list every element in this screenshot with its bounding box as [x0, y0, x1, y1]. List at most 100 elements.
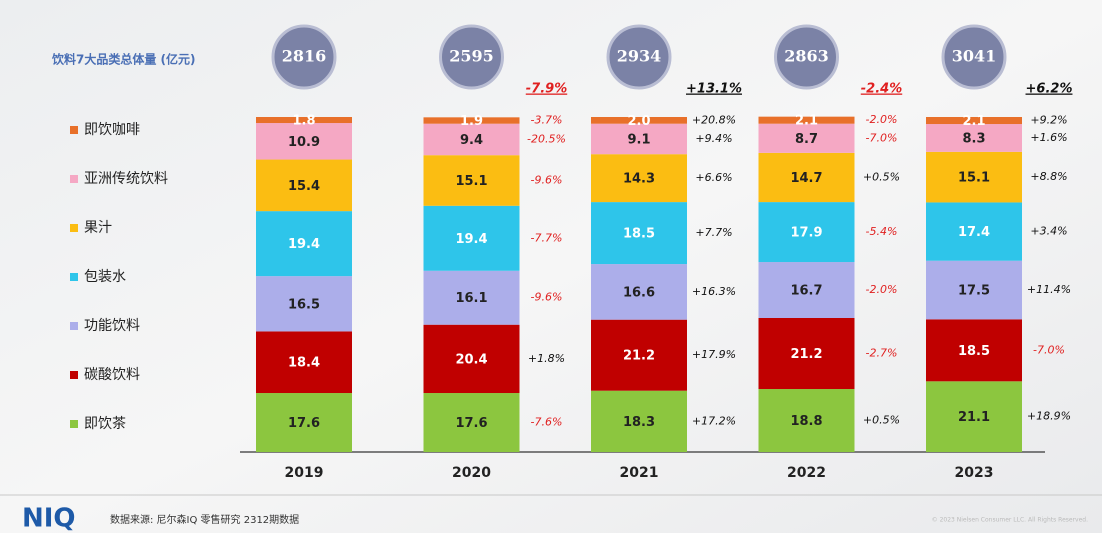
data-label: 16.1 [455, 291, 487, 306]
legend-label: 亚洲传统饮料 [84, 171, 168, 187]
total-label: 3041 [952, 47, 997, 66]
total-bubble [774, 24, 839, 90]
growth-label: +17.2% [692, 414, 736, 427]
growth-label: +0.5% [863, 414, 900, 427]
bar-segment [758, 389, 855, 452]
data-label: 19.4 [455, 232, 487, 247]
data-label: 14.3 [623, 172, 655, 187]
growth-label: -20.5% [527, 132, 566, 145]
data-label: 2.0 [627, 114, 650, 129]
legend-swatch [70, 322, 78, 330]
legend-swatch [70, 273, 78, 281]
bar-segment [591, 123, 687, 155]
data-label: 18.8 [790, 414, 822, 429]
growth-label: +11.4% [1027, 283, 1071, 296]
total-bubble [606, 24, 672, 90]
data-label: 15.4 [288, 179, 320, 194]
data-label: 16.7 [790, 284, 822, 299]
data-label: 9.1 [627, 132, 650, 147]
growth-label: -3.7% [531, 114, 563, 127]
bar-segment [423, 117, 520, 124]
growth-label: -2.0% [866, 113, 898, 126]
legend-label: 包装水 [84, 269, 126, 285]
bar-segment [591, 154, 687, 203]
legend-label: 即饮茶 [84, 416, 126, 432]
legend-swatch [70, 224, 78, 232]
data-label: 8.7 [795, 132, 818, 147]
data-label: 14.7 [790, 171, 822, 186]
bar-segment [423, 393, 520, 452]
bar-segment [256, 331, 352, 394]
growth-label: +9.4% [695, 132, 732, 145]
growth-label: -5.4% [866, 225, 898, 238]
data-label: 1.9 [460, 114, 483, 129]
bar-segment [758, 116, 855, 124]
legend-label: 即饮咖啡 [84, 122, 140, 138]
total-label: 2934 [617, 47, 662, 66]
bar-segment [591, 319, 687, 391]
source-note: 数据来源: 尼尔森IQ 零售研究 2312期数据 [110, 513, 299, 526]
total-growth-label: -7.9% [526, 82, 567, 97]
growth-label: +7.7% [695, 226, 732, 239]
data-label: 20.4 [455, 352, 487, 367]
data-label: 2.1 [795, 114, 818, 129]
bar-segment [926, 202, 1022, 261]
bar-segment [926, 260, 1022, 320]
data-label: 8.3 [962, 131, 985, 146]
bar-segment [926, 124, 1022, 152]
data-label: 18.4 [288, 356, 320, 371]
data-label: 21.2 [790, 347, 822, 362]
bar-segment [758, 152, 855, 203]
bar-segment [591, 390, 687, 452]
total-bubble [439, 24, 504, 90]
growth-label: +18.9% [1027, 410, 1071, 423]
data-label: 17.5 [958, 284, 990, 299]
x-tick-label: 2020 [452, 465, 491, 481]
growth-label: +1.8% [528, 352, 565, 365]
x-tick-label: 2019 [285, 465, 324, 481]
bar-segment [591, 202, 687, 265]
total-growth-label: +6.2% [1026, 82, 1073, 97]
legend-label: 碳酸饮料 [84, 367, 140, 383]
bar-segment [256, 393, 352, 452]
x-tick-label: 2021 [620, 465, 659, 481]
growth-label: +1.6% [1030, 131, 1067, 144]
bar-segment [591, 264, 687, 320]
bar-segment [926, 319, 1022, 382]
data-label: 17.4 [958, 225, 990, 240]
legend-swatch [70, 420, 78, 428]
x-tick-label: 2023 [955, 465, 994, 481]
data-label: 15.1 [958, 171, 990, 186]
growth-label: +17.9% [692, 348, 736, 361]
bar-segment [256, 276, 352, 332]
data-label: 15.1 [455, 174, 487, 189]
growth-label: +3.4% [1030, 225, 1067, 238]
legend-swatch [70, 175, 78, 183]
data-label: 21.1 [958, 410, 990, 425]
data-label: 18.3 [623, 415, 655, 430]
growth-label: +16.3% [692, 285, 736, 298]
growth-label: -7.6% [531, 416, 563, 429]
bar-segment [591, 117, 687, 124]
x-tick-label: 2022 [787, 465, 826, 481]
data-label: 17.6 [288, 416, 320, 431]
growth-label: -9.6% [531, 173, 563, 186]
growth-label: -7.0% [1033, 343, 1065, 356]
growth-label: -2.7% [866, 347, 898, 360]
growth-label: +9.2% [1030, 114, 1067, 127]
growth-label: -2.0% [866, 283, 898, 296]
bar-segment [423, 155, 520, 206]
bar-segment [423, 324, 520, 394]
total-bubble [271, 24, 337, 90]
bar-segment [758, 262, 855, 318]
data-label: 19.4 [288, 237, 320, 252]
bar-segment [423, 270, 520, 325]
data-label: 17.9 [790, 226, 822, 241]
bar-segment [256, 211, 352, 277]
bar-segment [758, 123, 855, 153]
total-label: 2863 [784, 47, 829, 66]
growth-label: -9.6% [531, 291, 563, 304]
